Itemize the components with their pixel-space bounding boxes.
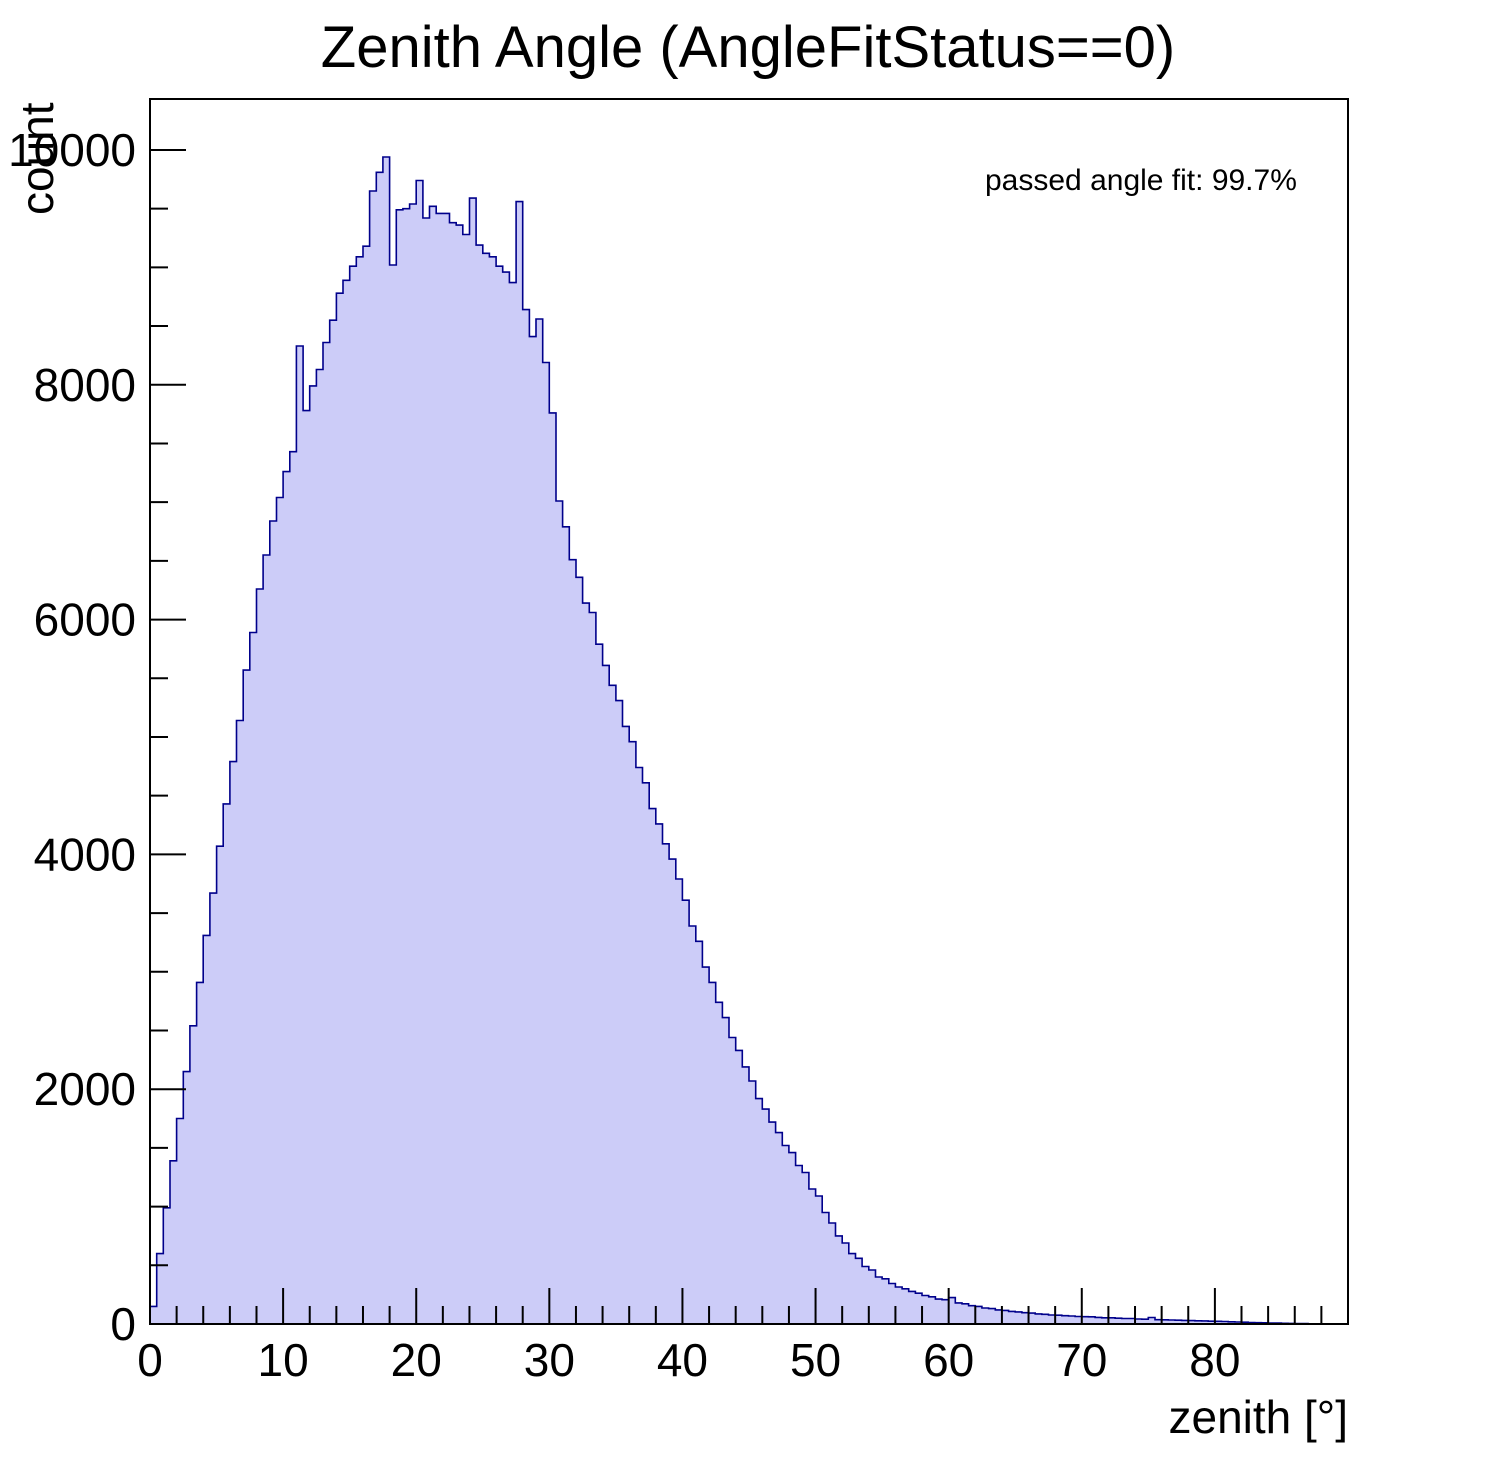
x-tick-label: 30 — [524, 1334, 575, 1386]
x-tick-label: 40 — [657, 1334, 708, 1386]
y-tick-label: 10000 — [8, 124, 136, 176]
x-tick-label: 0 — [137, 1334, 163, 1386]
y-tick-label: 8000 — [34, 359, 136, 411]
axis-ticks — [150, 148, 1323, 1324]
y-tick-label: 6000 — [34, 594, 136, 646]
plot-frame — [149, 98, 1349, 1325]
histogram-series — [149, 156, 1329, 1325]
x-tick-label: 10 — [258, 1334, 309, 1386]
chart-title: Zenith Angle (AngleFitStatus==0) — [320, 15, 1176, 80]
stats-annotation: passed angle fit: 99.7% — [985, 164, 1297, 197]
y-tick-label: 4000 — [34, 828, 136, 880]
axis-tick-labels: 0 10 20 30 40 50 60 70 80 0 2000 4000 6000 8000 10000 — [8, 124, 1240, 1386]
x-tick-label: 70 — [1056, 1334, 1107, 1386]
x-tick-label: 80 — [1189, 1334, 1240, 1386]
x-tick-label: 20 — [391, 1334, 442, 1386]
x-tick-label: 60 — [923, 1334, 974, 1386]
histogram-path — [149, 156, 1329, 1325]
x-axis-title: zenith [°] — [1168, 1391, 1349, 1443]
y-tick-label: 0 — [110, 1298, 136, 1350]
x-tick-label: 50 — [790, 1334, 841, 1386]
y-tick-label: 2000 — [34, 1063, 136, 1115]
